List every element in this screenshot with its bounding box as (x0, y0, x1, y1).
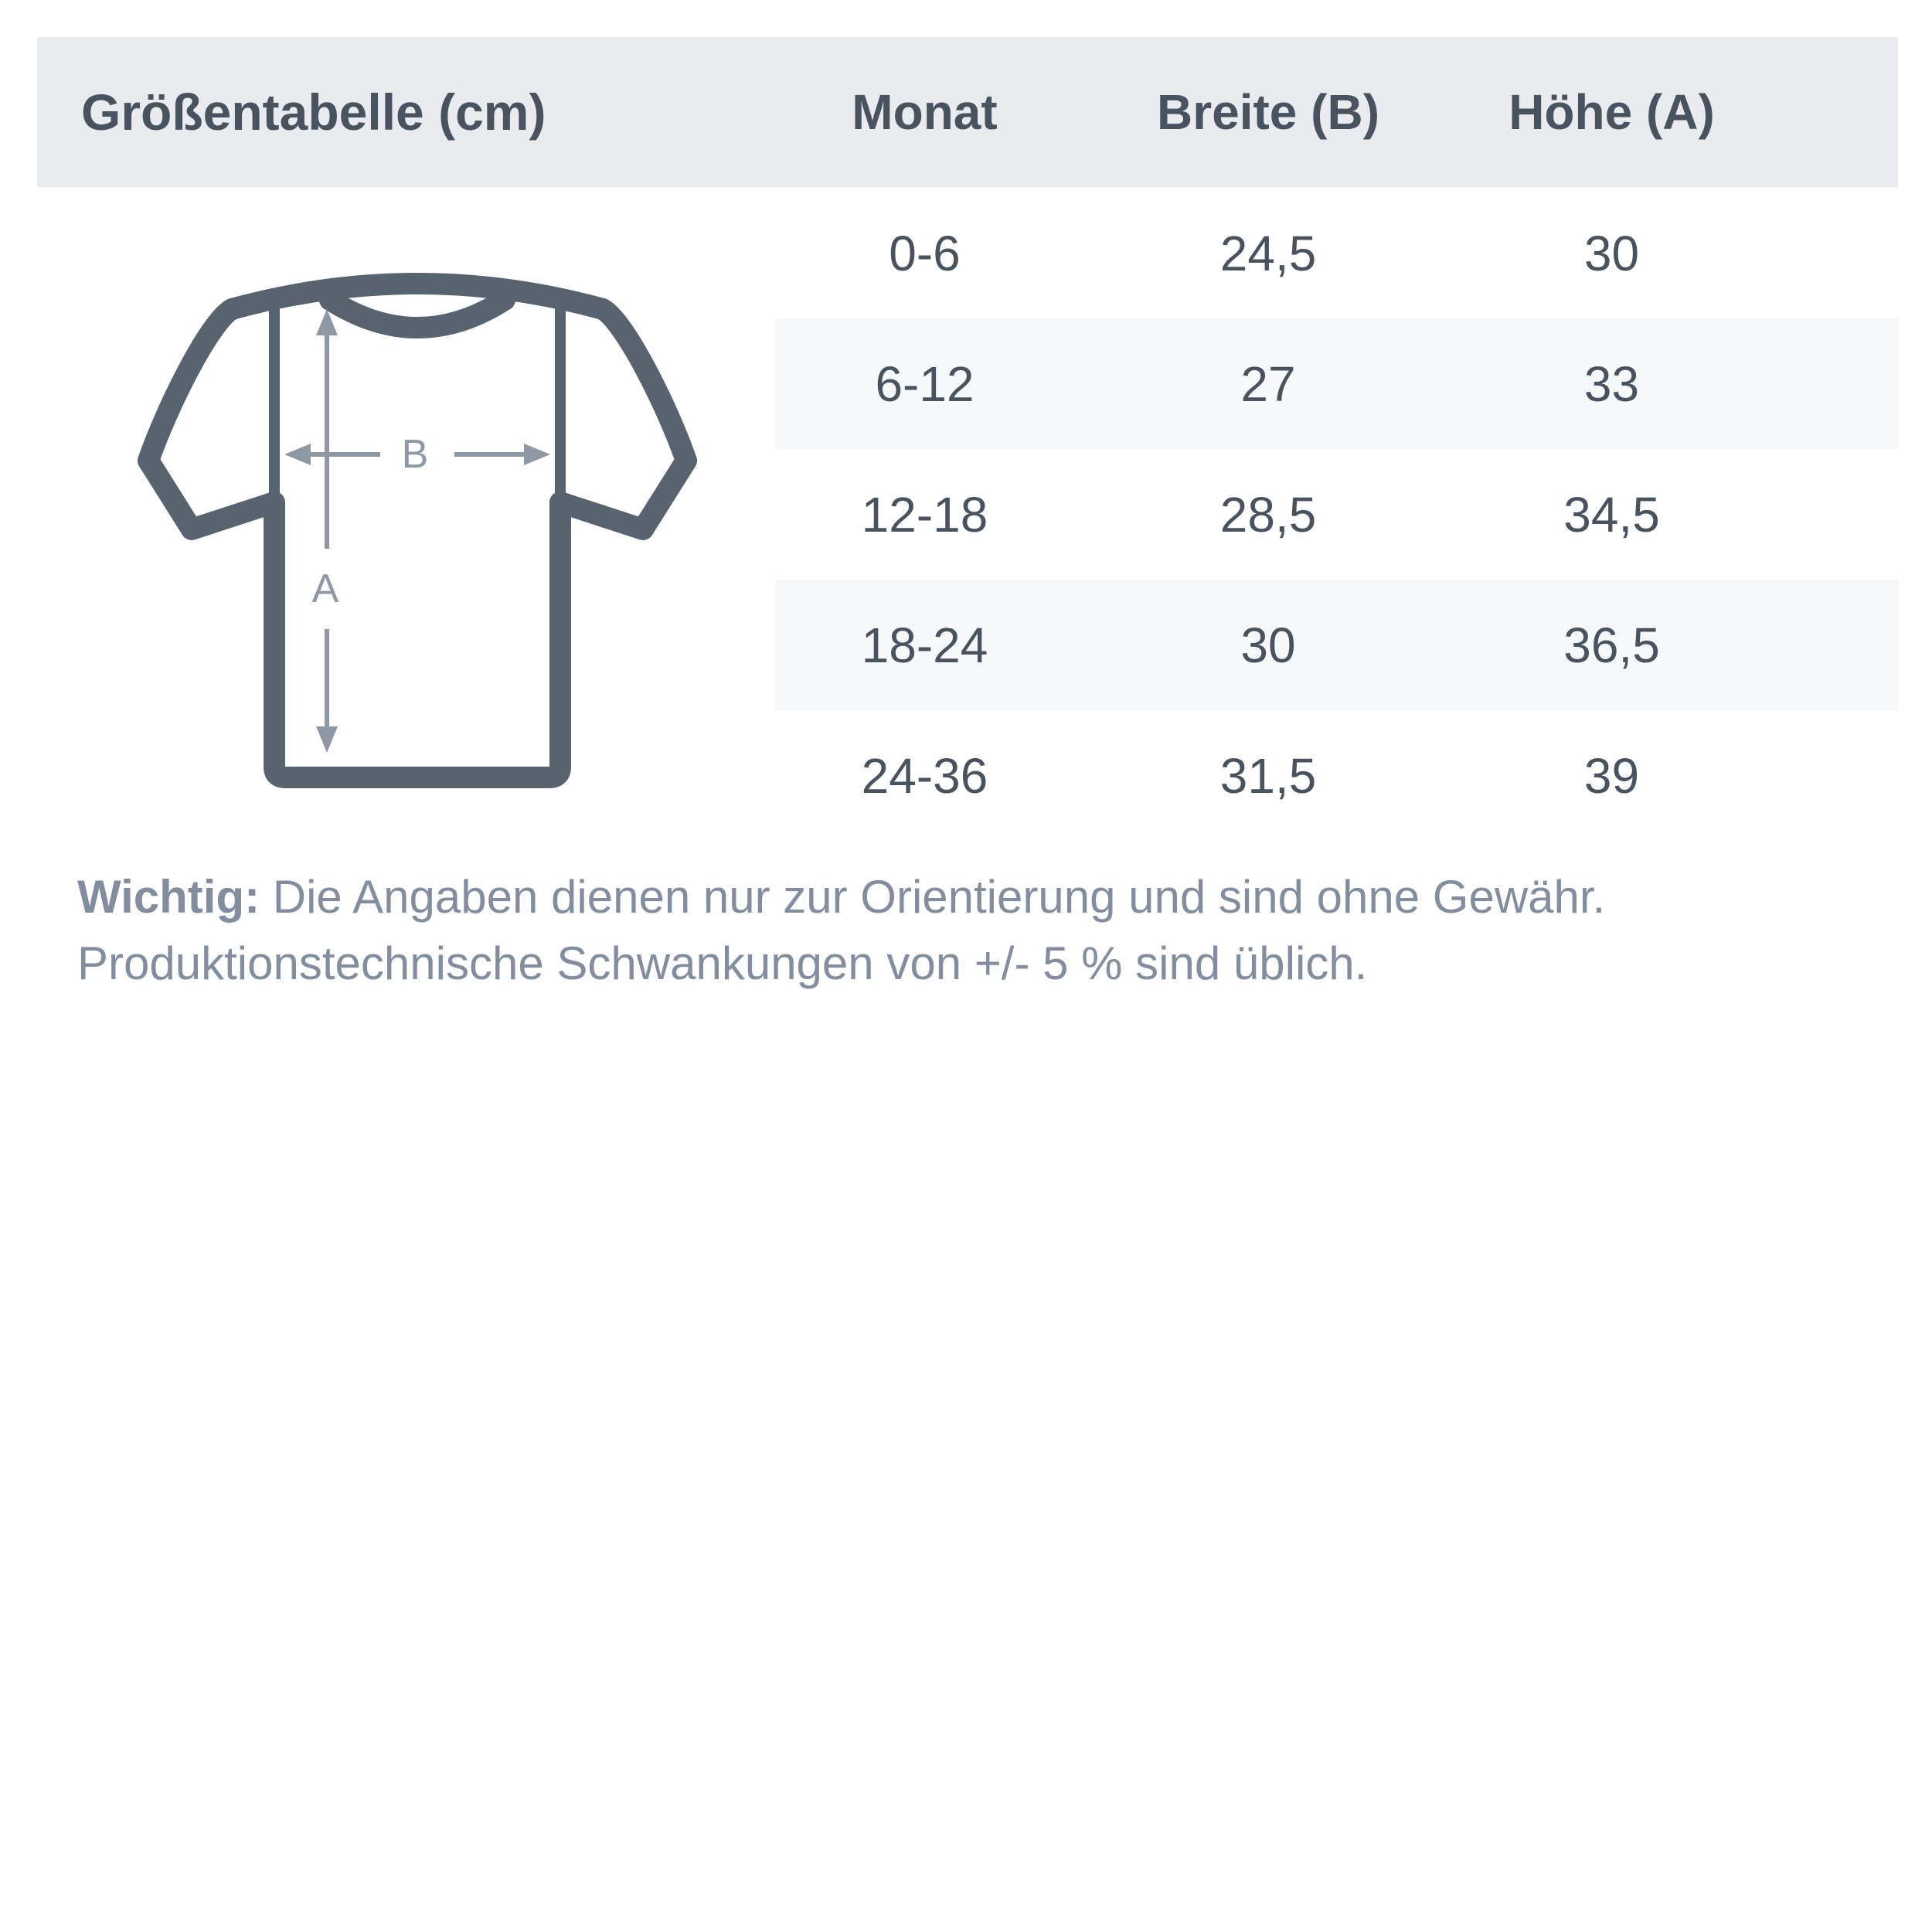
size-table-body: 0-6 24,5 30 6-12 27 33 12-18 28,5 34,5 18-24 30 36,… (775, 188, 1899, 841)
note-line-1: Wichtig: Die Angaben dienen nur zur Orie… (77, 864, 1870, 930)
tshirt-diagram: A B (108, 232, 703, 804)
table-row: 18-24 30 36,5 (775, 580, 1899, 710)
cell-monat: 18-24 (861, 617, 988, 673)
cell-breite: 30 (1240, 617, 1296, 673)
cell-hoehe: 33 (1583, 355, 1640, 412)
table-row: 24-36 31,5 39 (775, 710, 1899, 841)
tshirt-seams (269, 300, 566, 502)
table-row: 6-12 27 33 (775, 318, 1899, 449)
height-label: A (312, 566, 339, 611)
cell-monat: 12-18 (861, 486, 988, 543)
cell-breite: 27 (1240, 355, 1296, 412)
column-header-monat: Monat (852, 84, 998, 140)
cell-breite: 28,5 (1219, 486, 1317, 543)
note-important-label: Wichtig: (77, 871, 260, 923)
table-row: 0-6 24,5 30 (775, 188, 1899, 318)
cell-hoehe: 36,5 (1563, 617, 1660, 673)
cell-monat: 6-12 (875, 355, 975, 412)
cell-hoehe: 30 (1583, 225, 1640, 281)
tshirt-svg: A B (138, 273, 697, 788)
column-header-hoehe: Höhe (A) (1509, 84, 1715, 140)
column-header-breite: Breite (B) (1156, 84, 1380, 140)
cell-breite: 31,5 (1219, 747, 1317, 804)
disclaimer-note: Wichtig: Die Angaben dienen nur zur Orie… (77, 864, 1870, 997)
note-line-2: Produktionstechnische Schwankungen von +… (77, 937, 1368, 989)
height-arrow: A (312, 309, 339, 753)
width-arrow: B (284, 432, 550, 477)
cell-hoehe: 34,5 (1563, 486, 1660, 543)
tshirt-neckline (319, 289, 515, 338)
cell-monat: 24-36 (861, 747, 988, 804)
note-line-1-text: Die Angaben dienen nur zur Orientierung … (260, 871, 1606, 923)
table-header-band: Größentabelle (cm) Monat Breite (B) Höhe… (37, 37, 1898, 187)
width-label: B (402, 432, 429, 477)
tshirt-outline (138, 273, 697, 788)
cell-monat: 0-6 (889, 225, 961, 281)
cell-hoehe: 39 (1583, 747, 1640, 804)
table-row: 12-18 28,5 34,5 (775, 449, 1899, 580)
page-title: Größentabelle (cm) (81, 83, 546, 141)
cell-breite: 24,5 (1219, 225, 1317, 281)
column-headers: Monat Breite (B) Höhe (A) (775, 37, 1898, 187)
